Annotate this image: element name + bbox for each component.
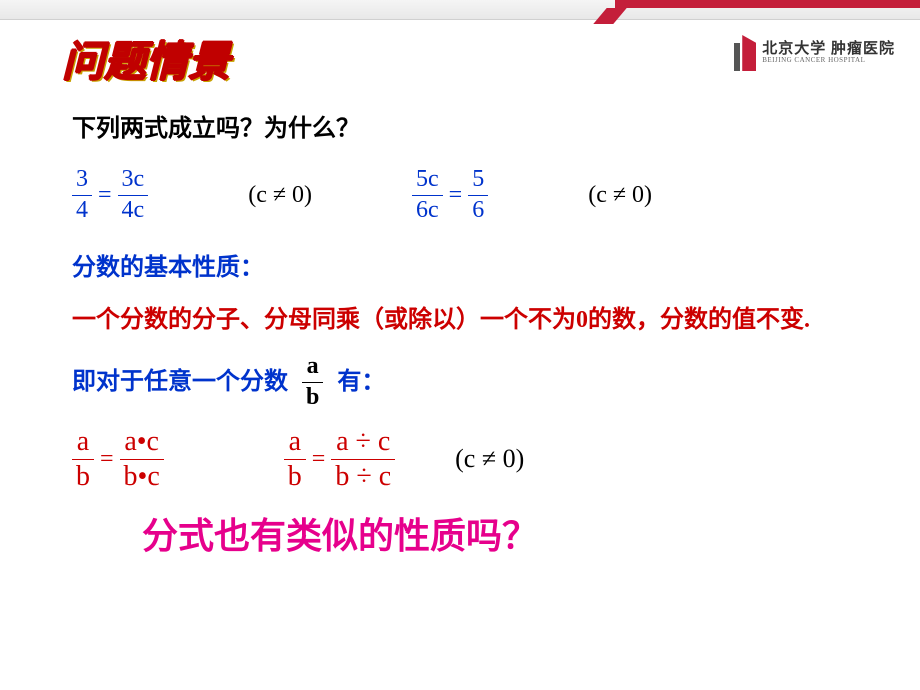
eq2-lhs: 5c 6c [412, 166, 443, 224]
logo: 北京大学 肿瘤医院 BEIJING CANCER HOSPITAL [734, 35, 895, 71]
eq2-rhs: 5 6 [468, 166, 488, 224]
eq4-cond: (c ≠ 0) [455, 444, 524, 474]
equals-sign: = [306, 446, 332, 473]
general-statement: 即对于任意一个分数 a b 有： [72, 353, 870, 411]
property-label: 分数的基本性质： [72, 249, 870, 287]
eq1-lhs: 3 4 [72, 166, 92, 224]
question-text: 下列两式成立吗？为什么？ [72, 110, 870, 148]
logo-text-cn: 北京大学 肿瘤医院 [762, 41, 895, 58]
eq1-cond: (c ≠ 0) [248, 182, 312, 209]
property-text: 一个分数的分子、分母同乘（或除以）一个不为0的数，分数的值不变. [72, 295, 870, 345]
equation-row-1: 3 4 = 3c 4c (c ≠ 0) 5c 6c = 5 6 (c ≠ 0) [72, 166, 870, 224]
logo-text-en: BEIJING CANCER HOSPITAL [762, 57, 895, 65]
general-suffix: 有： [337, 363, 385, 401]
general-frac: a b [302, 353, 323, 411]
eq2: 5c 6c = 5 6 [412, 166, 488, 224]
general-prefix: 即对于任意一个分数 [72, 363, 288, 401]
eq4-rhs: a ÷ c b ÷ c [331, 426, 395, 493]
eq3: a b = a•c b•c [72, 426, 164, 493]
eq3-lhs: a b [72, 426, 94, 493]
eq3-rhs: a•c b•c [120, 426, 164, 493]
slide-title: 问题情景 [62, 28, 230, 89]
eq1: 3 4 = 3c 4c [72, 166, 148, 224]
equals-sign: = [92, 182, 118, 209]
equals-sign: = [443, 182, 469, 209]
eq2-cond: (c ≠ 0) [588, 182, 652, 209]
logo-icon [734, 35, 756, 71]
final-question: 分式也有类似的性质吗？ [142, 507, 870, 559]
equals-sign: = [94, 446, 120, 473]
eq4-lhs: a b [284, 426, 306, 493]
eq1-rhs: 3c 4c [118, 166, 149, 224]
equation-row-2: a b = a•c b•c a b = a ÷ c b ÷ c (c ≠ 0) [72, 426, 870, 493]
eq4: a b = a ÷ c b ÷ c [284, 426, 395, 493]
header-accent [600, 0, 920, 30]
content-area: 下列两式成立吗？为什么？ 3 4 = 3c 4c (c ≠ 0) 5c 6c =… [72, 110, 870, 559]
